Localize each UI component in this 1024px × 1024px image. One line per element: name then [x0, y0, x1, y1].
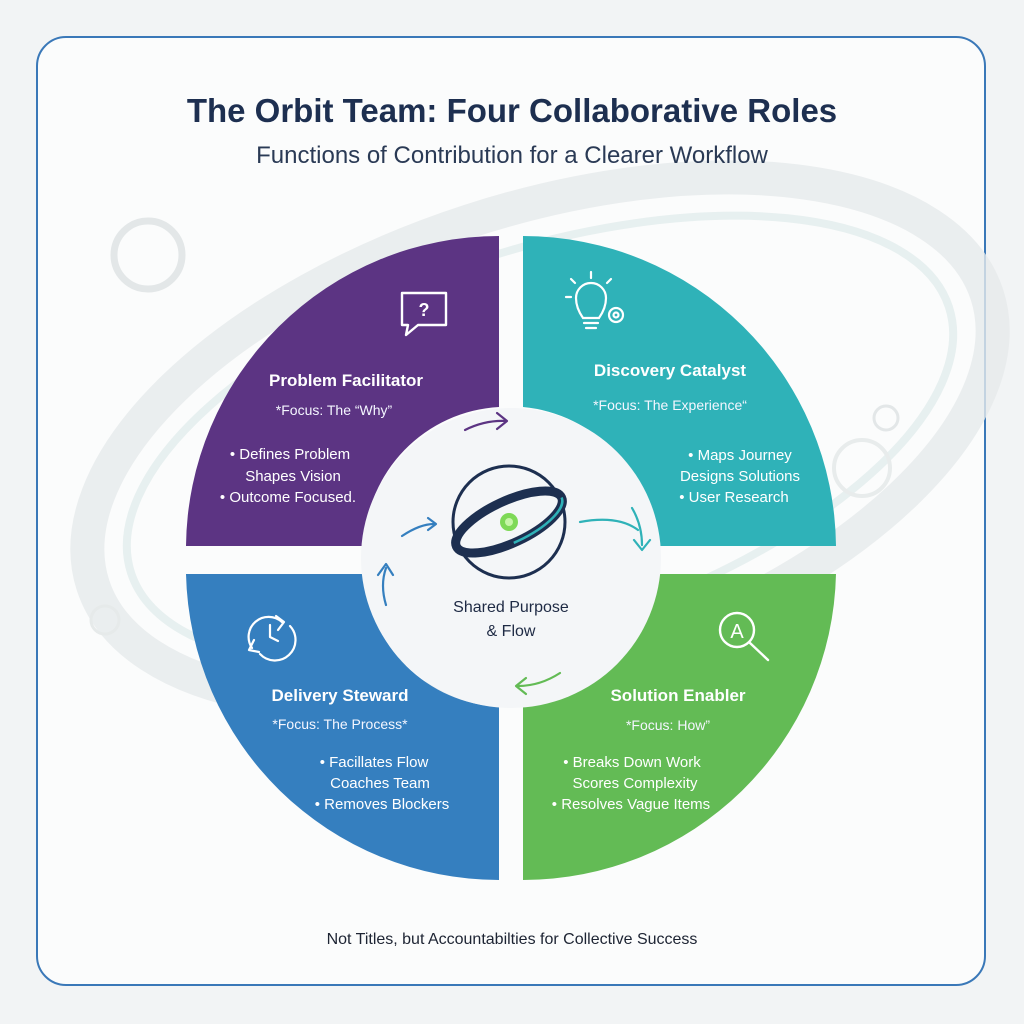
- role-bullet-solution-enabler-3: • Resolves Vague Items: [552, 796, 710, 813]
- orbit-logo-icon: [451, 464, 567, 580]
- page-subtitle: Functions of Contribution for a Clearer …: [256, 142, 768, 169]
- arrow-left-top-icon: [400, 516, 438, 538]
- role-bullet-solution-enabler-2: Scores Complexity: [572, 775, 698, 792]
- role-focus-delivery-steward: *Focus: The Process*: [272, 716, 408, 732]
- lightbulb-gear-icon: [564, 270, 625, 330]
- quadrant-delivery-steward: [186, 574, 499, 881]
- arrow-bottom-icon: [514, 671, 562, 696]
- center-hub: [361, 408, 661, 708]
- role-bullet-problem-facilitator-1: • Defines Problem: [230, 446, 350, 463]
- role-bullet-problem-facilitator-3: • Outcome Focused.: [220, 489, 356, 506]
- clock-cycle-icon: [247, 614, 297, 662]
- page-title: The Orbit Team: Four Collaborative Roles: [186, 92, 838, 129]
- role-title-delivery-steward: Delivery Steward: [271, 686, 408, 705]
- arrow-right-icon: [578, 506, 652, 552]
- role-bullet-delivery-steward-2: Coaches Team: [330, 775, 430, 792]
- role-bullet-solution-enabler-1: • Breaks Down Work: [563, 754, 701, 771]
- svg-text:?: ?: [419, 300, 430, 320]
- quadrant-problem-facilitator: [186, 236, 499, 546]
- role-bullet-discovery-catalyst-2: Designs Solutions: [680, 468, 800, 485]
- role-bullet-delivery-steward-3: • Removes Blockers: [315, 796, 449, 813]
- question-bubble-icon: ?: [400, 291, 448, 337]
- magnify-letter-icon: A: [718, 611, 770, 662]
- footer-tagline: Not Titles, but Accountabilties for Coll…: [326, 931, 698, 948]
- flow-arrows: [376, 411, 652, 696]
- role-focus-problem-facilitator: *Focus: The “Why”: [276, 402, 393, 418]
- role-title-problem-facilitator: Problem Facilitator: [269, 371, 423, 390]
- role-bullet-discovery-catalyst-1: • Maps Journey: [688, 447, 792, 464]
- center-label-line2: & Flow: [487, 623, 536, 640]
- svg-text:A: A: [730, 621, 744, 643]
- role-bullet-delivery-steward-1: • Facillates Flow: [320, 754, 429, 771]
- center-label-line1: Shared Purpose: [453, 599, 569, 616]
- arrow-left-icon: [376, 562, 395, 607]
- role-bullet-problem-facilitator-2: Shapes Vision: [245, 468, 341, 485]
- arrow-top-icon: [463, 411, 509, 432]
- role-bullet-discovery-catalyst-3: • User Research: [679, 489, 788, 506]
- role-title-discovery-catalyst: Discovery Catalyst: [594, 361, 746, 380]
- role-title-solution-enabler: Solution Enabler: [610, 686, 745, 705]
- role-focus-solution-enabler: *Focus: How”: [626, 717, 710, 733]
- role-focus-discovery-catalyst: *Focus: The Experience“: [593, 397, 747, 413]
